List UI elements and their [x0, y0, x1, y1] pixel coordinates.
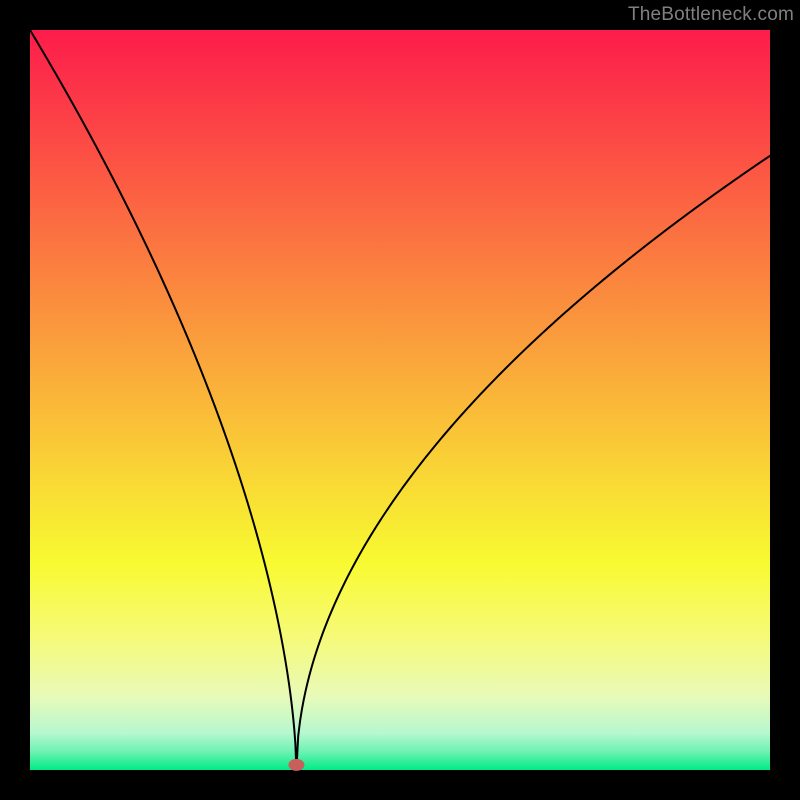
bottleneck-chart: [0, 0, 800, 800]
minimum-marker: [288, 759, 304, 771]
watermark-text: TheBottleneck.com: [628, 4, 794, 26]
plot-background: [30, 30, 770, 770]
